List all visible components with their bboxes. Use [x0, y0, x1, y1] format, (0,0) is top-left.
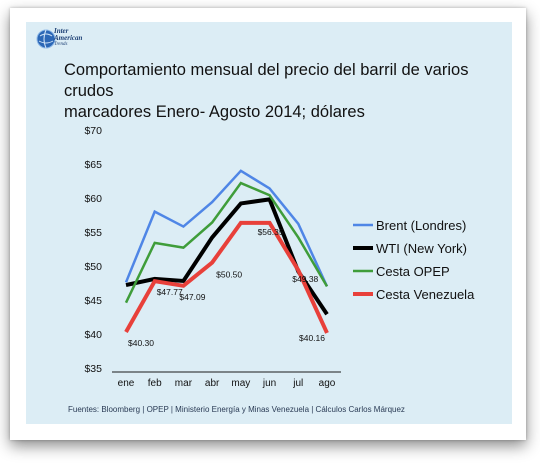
legend-label: Cesta OPEP — [376, 264, 450, 279]
y-tick-label: $60 — [84, 193, 102, 205]
logo-line-3: Trends — [54, 42, 68, 47]
legend-label: WTI (New York) — [376, 241, 467, 256]
data-label: $50.50 — [216, 270, 242, 280]
globe-logo-icon — [36, 29, 56, 49]
x-tick-label: jul — [292, 378, 303, 389]
y-tick-label: $55 — [84, 227, 102, 239]
data-label: $56.35 — [258, 227, 284, 237]
y-tick-label: $50 — [84, 261, 102, 273]
y-tick-label: $35 — [84, 363, 102, 375]
chart-title: Comportamiento mensual del precio del ba… — [64, 60, 504, 123]
y-tick-label: $65 — [84, 159, 102, 171]
data-label: $40.30 — [128, 338, 154, 348]
data-label: $40.16 — [299, 333, 325, 343]
logo-wordmark: Inter American Trends — [54, 28, 82, 48]
source-note: Fuentes: Bloomberg | OPEP | Ministerio E… — [68, 405, 405, 414]
series-line-3 — [124, 181, 329, 304]
logo-line-2: American — [54, 34, 83, 42]
data-label: $47.09 — [179, 292, 205, 302]
y-tick-label: $45 — [84, 295, 102, 307]
series-line-4 — [124, 220, 329, 334]
y-tick-label: $40 — [84, 329, 102, 341]
series-line-1 — [124, 169, 329, 287]
x-tick-label: jun — [262, 378, 276, 389]
logo-line-1: Inter — [54, 27, 69, 35]
x-tick-label: mar — [175, 378, 193, 389]
chart-title-line-2: marcadores Enero- Agosto 2014; dólares — [64, 103, 365, 121]
chart-title-line-1: Comportamiento mensual del precio del ba… — [64, 61, 469, 100]
legend-label: Cesta Venezuela — [376, 287, 475, 302]
data-label: $47.77 — [157, 287, 183, 297]
x-tick-label: ago — [319, 378, 336, 389]
x-tick-label: ene — [118, 378, 135, 389]
data-label: $49.38 — [292, 274, 318, 284]
x-tick-label: abr — [205, 378, 220, 389]
x-tick-label: feb — [148, 378, 162, 389]
legend-label: Brent (Londres) — [376, 218, 466, 233]
x-tick-label: may — [231, 378, 250, 389]
y-tick-label: $70 — [84, 125, 102, 137]
